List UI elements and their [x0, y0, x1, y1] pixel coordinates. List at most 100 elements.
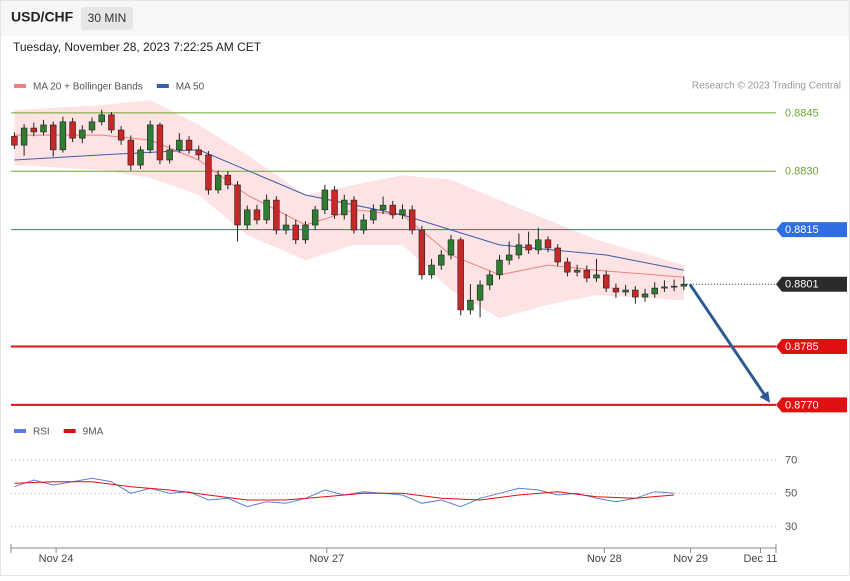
legend-label: 9MA	[83, 427, 104, 438]
x-tick-label: Nov 28	[587, 553, 622, 565]
candle-body	[583, 269, 591, 279]
candle-body	[670, 285, 678, 288]
rsi-line	[14, 481, 675, 501]
legend-swatch	[14, 84, 26, 88]
chart-title: USD/CHF	[11, 9, 74, 25]
candle-body	[593, 274, 600, 279]
level-box	[776, 339, 847, 355]
candle-body	[79, 129, 86, 139]
bollinger-band	[14, 100, 684, 319]
candle-body	[661, 286, 668, 289]
candle-body	[486, 274, 494, 286]
candle-body	[476, 284, 484, 301]
candle-body	[535, 239, 542, 251]
candle-body	[11, 135, 18, 146]
level-box	[776, 222, 847, 238]
level-label: 0.8785	[785, 341, 819, 353]
candle-body	[185, 139, 193, 151]
candle-body	[554, 247, 561, 263]
candle-body	[370, 209, 377, 221]
x-tick-label: Nov 27	[309, 553, 344, 565]
candle-body	[244, 209, 251, 226]
legend-label: MA 20 + Bollinger Bands	[33, 82, 143, 93]
source: Research © 2023 Trading Central	[692, 81, 841, 92]
candle-body	[525, 244, 532, 251]
candle-body	[69, 121, 76, 139]
candle-body	[147, 124, 154, 151]
candle-body	[59, 121, 67, 151]
candle-body	[408, 209, 416, 231]
rsi-tick-label: 50	[785, 488, 797, 500]
candle-body	[389, 204, 396, 216]
candle-body	[564, 261, 571, 273]
candle-body	[214, 174, 222, 191]
legend-swatch	[156, 84, 169, 88]
candle-body	[505, 254, 513, 261]
candle-body	[20, 127, 28, 146]
candle-body	[302, 224, 309, 241]
candle-body	[331, 189, 338, 216]
candle-body	[273, 199, 280, 231]
level-box	[776, 397, 847, 413]
candle-body	[224, 174, 232, 186]
rsi-tick-label: 30	[785, 521, 797, 533]
candle-body	[108, 114, 115, 131]
candle-body	[379, 204, 387, 211]
candle-body	[467, 299, 474, 311]
candle-body	[438, 254, 445, 266]
candle-body	[612, 287, 620, 293]
forecast-arrow	[688, 283, 768, 398]
candle-body	[117, 129, 125, 141]
rsi-tick-label: 70	[785, 454, 797, 466]
legend-label: RSI	[33, 427, 50, 438]
level-label: 0.8845	[785, 107, 819, 119]
candle-body	[603, 274, 610, 289]
candle-body	[127, 139, 135, 166]
candle-body	[195, 149, 202, 156]
candle-body	[253, 209, 261, 221]
candle-body	[447, 239, 455, 256]
candle-body	[234, 184, 241, 226]
header-bar	[1, 1, 849, 36]
level-label: 0.8770	[785, 399, 819, 411]
legend-swatch	[14, 429, 26, 433]
candle-body	[573, 269, 581, 273]
candle-body	[399, 209, 406, 216]
candle-body	[282, 224, 290, 231]
legend-swatch	[63, 429, 76, 433]
forecast-arrow-head	[759, 391, 770, 403]
candle-body	[88, 121, 96, 131]
candle-body	[544, 239, 552, 249]
candle-body	[428, 264, 435, 276]
candle-body	[263, 199, 270, 221]
x-tick-label: Nov 24	[39, 553, 74, 565]
candle-body	[156, 124, 164, 161]
candle-body	[137, 149, 144, 166]
candle-body	[515, 244, 523, 256]
candle-body	[40, 124, 47, 133]
legend-label: MA 50	[176, 82, 205, 93]
x-tick-label: Dec 11	[743, 553, 777, 565]
timeframe: 30 MIN	[88, 11, 127, 25]
candle-body	[350, 199, 358, 231]
level-box	[776, 276, 847, 292]
candle-body	[680, 283, 688, 287]
subtitle: Tuesday, November 28, 2023 7:22:25 AM CE…	[13, 40, 262, 54]
candle-body	[341, 199, 348, 216]
candle-body	[496, 259, 503, 276]
candle-body	[49, 124, 57, 151]
candle-body	[360, 219, 367, 231]
candle-body	[641, 293, 649, 298]
candle-body	[98, 114, 105, 123]
level-label: 0.8830	[785, 166, 819, 178]
x-tick-label: Nov 29	[673, 553, 708, 565]
candle-body	[292, 224, 299, 241]
candle-body	[321, 189, 329, 211]
candle-body	[457, 239, 464, 311]
level-label: 0.8801	[785, 279, 819, 291]
candle-body	[30, 127, 38, 133]
timeframe-badge	[81, 7, 133, 30]
candle-body	[205, 154, 212, 191]
